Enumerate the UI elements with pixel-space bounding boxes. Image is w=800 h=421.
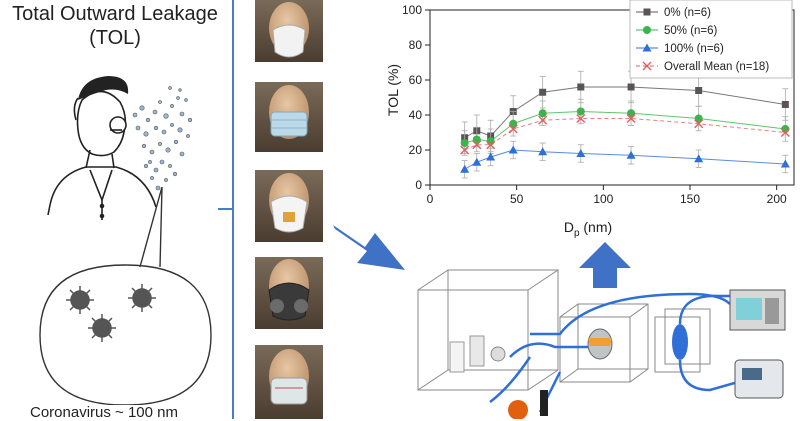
up-arrow-icon	[579, 242, 631, 288]
series-point	[643, 8, 651, 16]
particle-sizer-icon	[729, 289, 786, 331]
mannequin-cloth-mask-photo	[255, 345, 323, 419]
series-point	[460, 139, 469, 147]
series-point	[694, 119, 704, 129]
series-point	[643, 26, 651, 34]
y-tick-label: 100	[402, 3, 422, 17]
legend-box	[629, 0, 793, 79]
mannequin-surgical-mask-photo	[255, 82, 323, 152]
x-tick-label: 50	[510, 192, 524, 206]
series-point	[626, 150, 636, 159]
y-tick-label: 80	[409, 38, 423, 52]
legend-label: 100% (n=6)	[664, 43, 724, 55]
person-body-icon	[47, 166, 161, 220]
series-point	[472, 140, 482, 150]
series-point	[781, 101, 789, 108]
experimental-setup-diagram	[417, 269, 786, 419]
x-axis-label-unit: (nm)	[580, 219, 613, 235]
y-tick-label: 60	[409, 73, 423, 87]
y-tick-label: 40	[409, 108, 423, 122]
series-point	[642, 61, 652, 71]
person-head-icon	[73, 90, 127, 169]
legend-label: Overall Mean (n=18)	[664, 61, 769, 73]
x-tick-label: 150	[680, 192, 700, 206]
series-point	[576, 149, 586, 157]
series-point	[694, 114, 703, 123]
diagonal-arrow-icon	[333, 225, 405, 270]
series-point	[509, 119, 518, 128]
coronavirus-icon	[66, 284, 156, 342]
series-point	[780, 159, 790, 168]
aerosol-generator-icon	[449, 335, 506, 373]
series-point	[642, 43, 652, 52]
mannequin-n95-photo	[255, 0, 323, 62]
tol-chart: 0 50 100 150 200 0 20 40 60 80 100 0% (n=6) 50% (n=…	[385, 0, 795, 239]
virus-bubble	[39, 186, 212, 405]
series-point	[460, 164, 470, 173]
series-point	[576, 114, 586, 123]
series-point	[577, 83, 585, 91]
chart-legend: 0% (n=6) 50% (n=6) 100% (n=6) Overall Mean …	[629, 0, 793, 79]
series-3	[460, 114, 790, 155]
divider-tick	[218, 208, 234, 210]
x-tick-label: 0	[427, 192, 434, 206]
series-2	[460, 140, 790, 179]
filter-box	[654, 308, 711, 373]
person-hair-icon	[78, 76, 129, 100]
y-tick-label: 20	[409, 143, 423, 157]
series-point	[508, 145, 518, 154]
x-axis-label: Dp (nm)	[564, 219, 612, 239]
coronavirus-size-label: Coronavirus ~ 100 nm	[30, 404, 178, 421]
series-point	[472, 157, 482, 166]
x-axis-label-sub: p	[574, 228, 580, 239]
series-point	[539, 88, 547, 96]
series-point	[460, 145, 470, 155]
mannequin-photos	[255, 0, 323, 419]
series-point	[538, 115, 548, 125]
head-form-icon	[587, 328, 613, 360]
mannequin-valved-respirator-photo	[255, 170, 323, 242]
series-point	[694, 154, 704, 163]
x-tick-label: 200	[767, 192, 787, 206]
mannequin-elastomeric-photo	[255, 257, 323, 329]
chart-series	[460, 70, 790, 179]
tol-title-line1: Total Outward Leakage	[12, 3, 218, 25]
series-point	[538, 109, 547, 118]
tubing-lines	[489, 292, 750, 413]
series-point	[576, 107, 585, 116]
series-1	[460, 98, 790, 156]
series-point	[626, 114, 636, 123]
tol-title-line2: (TOL)	[89, 27, 141, 49]
tol-title: Total Outward Leakage (TOL)	[0, 2, 230, 50]
series-point	[508, 124, 518, 134]
series-point	[627, 83, 635, 91]
legend-label: 50% (n=6)	[664, 25, 718, 37]
plot-frame	[429, 9, 795, 186]
small-chamber	[559, 303, 649, 383]
x-axis-label-main: D	[564, 219, 574, 235]
particle-counter-icon	[734, 359, 784, 399]
series-point	[695, 87, 703, 94]
series-point	[627, 109, 636, 118]
series-point	[472, 135, 481, 144]
series-point	[538, 147, 548, 156]
legend-label: 0% (n=6)	[664, 7, 711, 19]
aerosol-droplets	[132, 86, 193, 191]
chart-axes: 0 50 100 150 200 0 20 40 60 80 100	[402, 3, 795, 206]
y-tick-label: 0	[415, 178, 422, 192]
x-tick-label: 100	[593, 192, 613, 206]
filter-icon	[672, 324, 688, 360]
large-chamber	[417, 269, 559, 391]
vacuum-pump-icon	[508, 390, 548, 419]
series-point	[780, 128, 790, 137]
person-illustration	[39, 76, 212, 405]
series-point	[486, 140, 496, 150]
y-axis-label: TOL (%)	[385, 64, 401, 116]
series-point	[486, 152, 496, 161]
